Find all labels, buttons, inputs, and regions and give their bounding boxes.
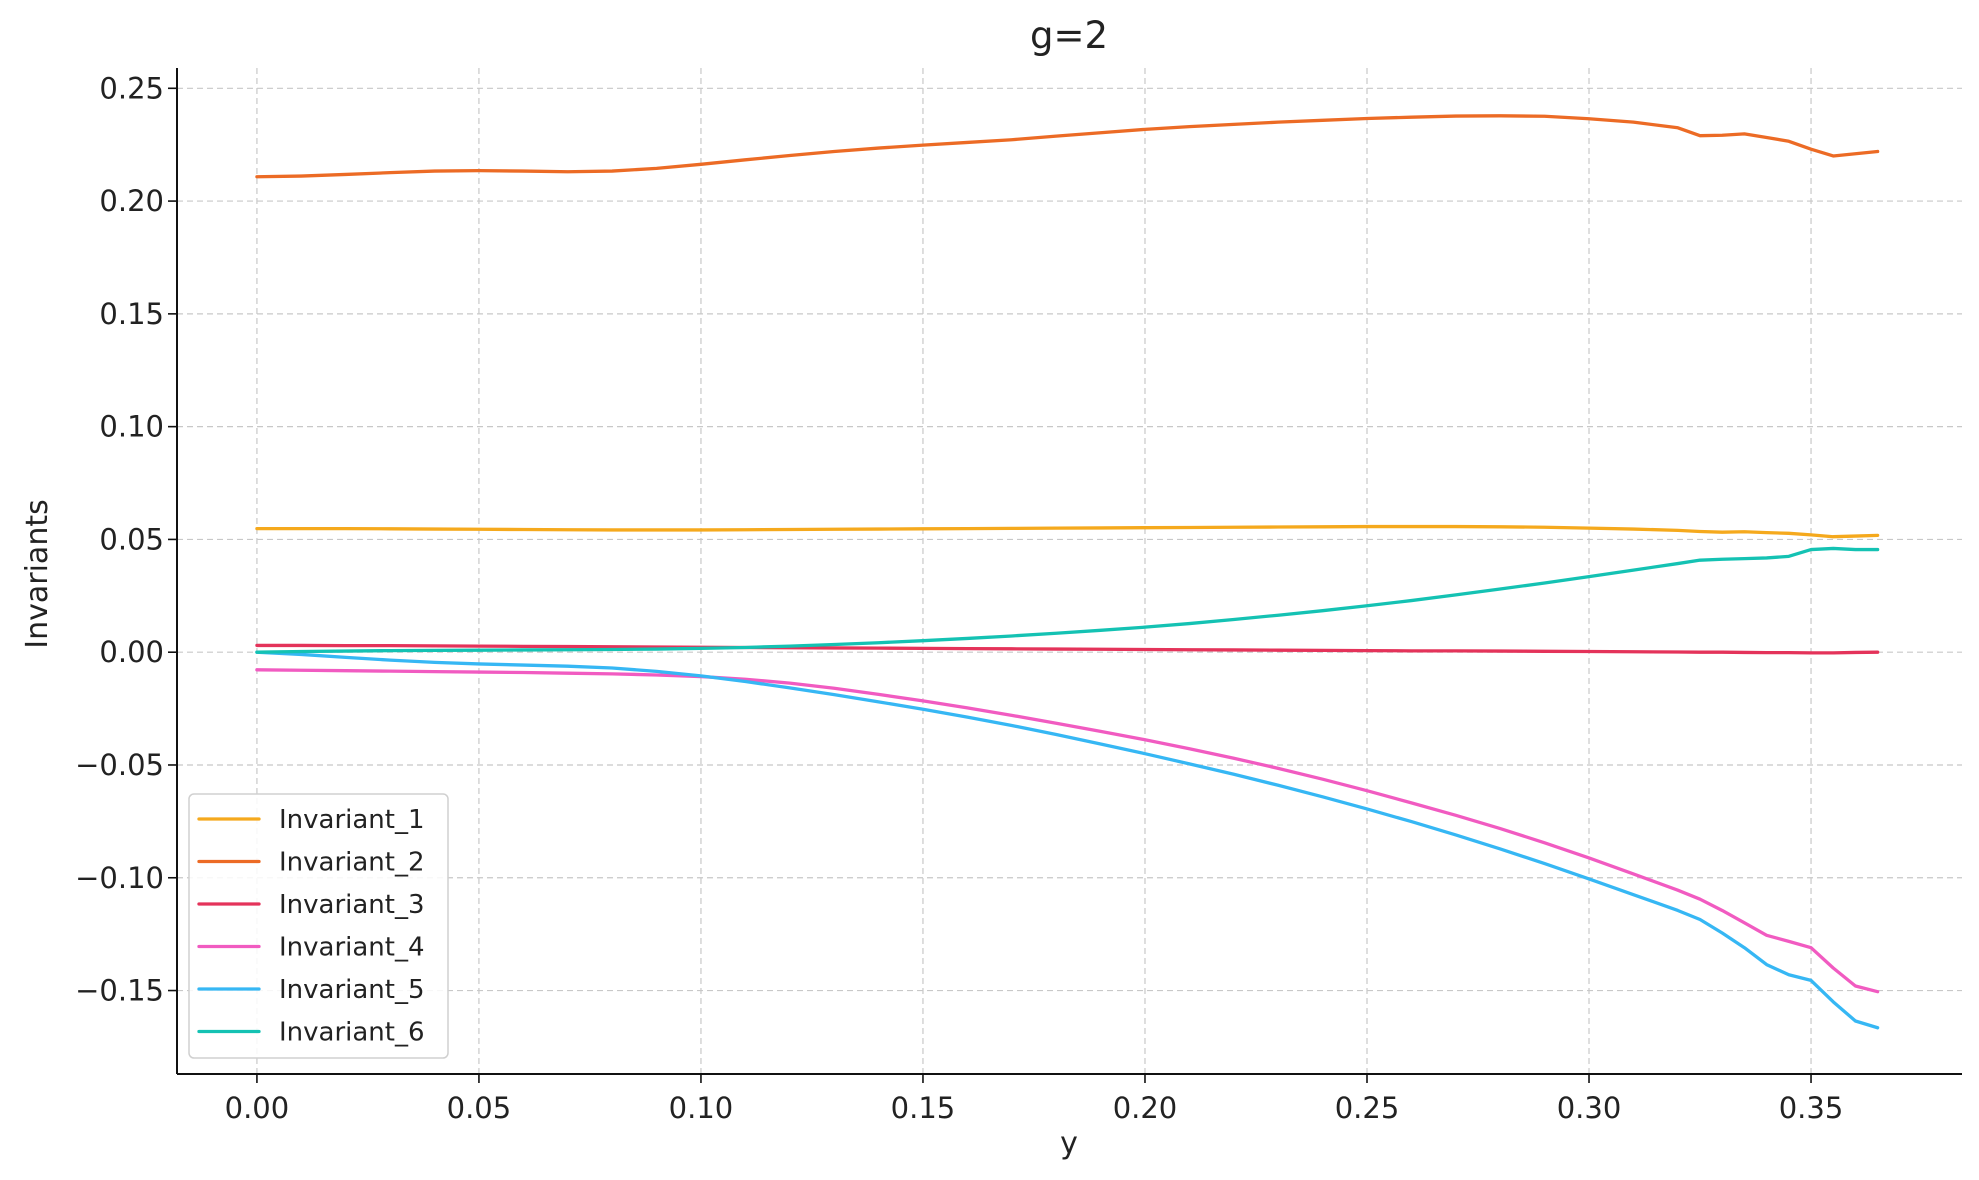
y-tick-label: −0.10 [75, 861, 164, 895]
legend-label: Invariant_2 [279, 848, 425, 878]
y-tick-label: 0.20 [99, 184, 164, 218]
y-tick-label: 0.15 [99, 297, 164, 331]
series-line-invariant-6 [255, 546, 1880, 654]
y-tick-label: 0.00 [99, 635, 164, 669]
x-tick-label: 0.35 [1779, 1091, 1844, 1125]
chart-title: g=2 [1030, 14, 1108, 57]
x-tick-label: 0.15 [891, 1091, 956, 1125]
series-line-invariant-3 [255, 643, 1880, 655]
x-tick-label: 0.20 [1113, 1091, 1178, 1125]
legend-label: Invariant_1 [279, 805, 425, 835]
x-tick-label: 0.30 [1557, 1091, 1622, 1125]
x-tick-label: 0.05 [447, 1091, 512, 1125]
series-line-invariant-5 [255, 650, 1880, 1030]
ticks: 0.00 0.05 0.10 0.15 0.20 0.25 0.30 0.35 −0.15 −0.… [75, 71, 1843, 1125]
x-tick-label: 0.10 [669, 1091, 734, 1125]
y-tick-label: 0.10 [99, 410, 164, 444]
series-layer [255, 114, 1880, 1030]
x-axis-label: y [1060, 1126, 1078, 1161]
series-line-invariant-1 [255, 524, 1880, 539]
x-tick-label: 0.00 [225, 1091, 290, 1125]
y-tick-label: −0.15 [75, 974, 164, 1008]
y-tick-label: 0.25 [99, 71, 164, 105]
series-line-invariant-2 [255, 114, 1880, 179]
y-axis-label: Invariants [20, 499, 55, 648]
y-tick-label: 0.05 [99, 522, 164, 556]
legend-label: Invariant_3 [279, 890, 425, 920]
legend-label: Invariant_6 [279, 1018, 425, 1048]
legend-label: Invariant_4 [279, 933, 425, 963]
legend: Invariant_1 Invariant_2 Invariant_3 Invaria… [188, 793, 449, 1059]
grid [177, 68, 1962, 1074]
series-line-invariant-4 [255, 668, 1880, 994]
axes [176, 68, 1962, 1075]
x-tick-label: 0.25 [1335, 1091, 1400, 1125]
y-tick-label: −0.05 [75, 748, 164, 782]
legend-label: Invariant_5 [279, 975, 425, 1005]
